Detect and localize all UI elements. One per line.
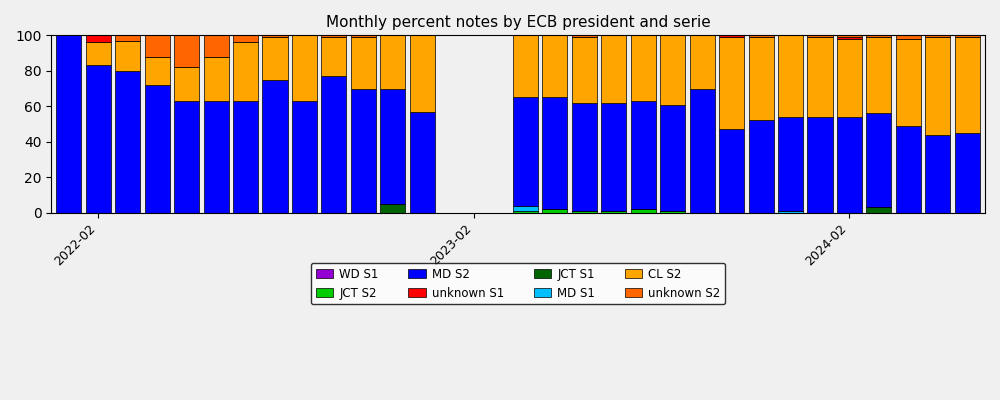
Bar	[513, 206, 538, 211]
Bar	[115, 71, 140, 213]
Bar	[925, 35, 950, 37]
Bar	[778, 35, 803, 117]
Bar	[513, 98, 538, 206]
Bar	[351, 37, 376, 88]
Bar	[807, 117, 833, 213]
Bar	[955, 37, 980, 133]
Bar	[513, 211, 538, 213]
Bar	[174, 101, 199, 213]
Bar	[778, 117, 803, 211]
Bar	[749, 120, 774, 213]
Bar	[631, 209, 656, 213]
Bar	[86, 66, 111, 213]
Bar	[174, 67, 199, 101]
Bar	[380, 88, 405, 204]
Bar	[292, 101, 317, 213]
Bar	[601, 103, 626, 211]
Bar	[807, 35, 833, 37]
Bar	[233, 35, 258, 42]
Bar	[660, 35, 685, 104]
Bar	[542, 209, 567, 213]
Bar	[955, 35, 980, 37]
Bar	[262, 80, 288, 213]
Bar	[233, 101, 258, 213]
Bar	[115, 35, 140, 41]
Bar	[719, 129, 744, 213]
Bar	[660, 104, 685, 211]
Bar	[513, 35, 538, 98]
Bar	[572, 103, 597, 211]
Bar	[174, 35, 199, 67]
Bar	[204, 101, 229, 213]
Bar	[145, 85, 170, 213]
Bar	[321, 35, 346, 37]
Bar	[837, 39, 862, 117]
Bar	[690, 35, 715, 88]
Bar	[292, 35, 317, 101]
Bar	[778, 211, 803, 213]
Bar	[896, 126, 921, 213]
Bar	[204, 35, 229, 57]
Bar	[749, 37, 774, 120]
Bar	[601, 211, 626, 213]
Bar	[572, 35, 597, 37]
Bar	[719, 37, 744, 129]
Bar	[262, 37, 288, 80]
Bar	[86, 35, 111, 42]
Bar	[749, 35, 774, 37]
Bar	[896, 35, 921, 39]
Bar	[542, 35, 567, 98]
Bar	[866, 208, 891, 213]
Bar	[321, 37, 346, 76]
Bar	[660, 211, 685, 213]
Bar	[321, 76, 346, 213]
Bar	[837, 37, 862, 39]
Bar	[86, 42, 111, 66]
Bar	[204, 57, 229, 101]
Bar	[145, 35, 170, 57]
Bar	[866, 35, 891, 37]
Bar	[262, 35, 288, 37]
Bar	[866, 113, 891, 208]
Bar	[601, 35, 626, 103]
Bar	[145, 57, 170, 85]
Bar	[56, 35, 81, 213]
Bar	[837, 35, 862, 37]
Bar	[410, 112, 435, 213]
Title: Monthly percent notes by ECB president and serie: Monthly percent notes by ECB president a…	[326, 15, 710, 30]
Bar	[955, 133, 980, 213]
Bar	[807, 37, 833, 117]
Bar	[351, 35, 376, 37]
Bar	[896, 39, 921, 126]
Bar	[351, 88, 376, 213]
Bar	[115, 41, 140, 71]
Bar	[925, 135, 950, 213]
Bar	[631, 101, 656, 209]
Bar	[572, 211, 597, 213]
Bar	[542, 98, 567, 209]
Bar	[690, 88, 715, 213]
Bar	[837, 117, 862, 213]
Bar	[719, 35, 744, 37]
Bar	[233, 42, 258, 101]
Bar	[631, 35, 656, 101]
Bar	[572, 37, 597, 103]
Bar	[925, 37, 950, 135]
Legend: WD S1, JCT S2, MD S2, unknown S1, JCT S1, MD S1, CL S2, unknown S2: WD S1, JCT S2, MD S2, unknown S1, JCT S1…	[311, 263, 725, 304]
Bar	[380, 35, 405, 88]
Bar	[866, 37, 891, 113]
Bar	[410, 35, 435, 112]
Bar	[380, 204, 405, 213]
